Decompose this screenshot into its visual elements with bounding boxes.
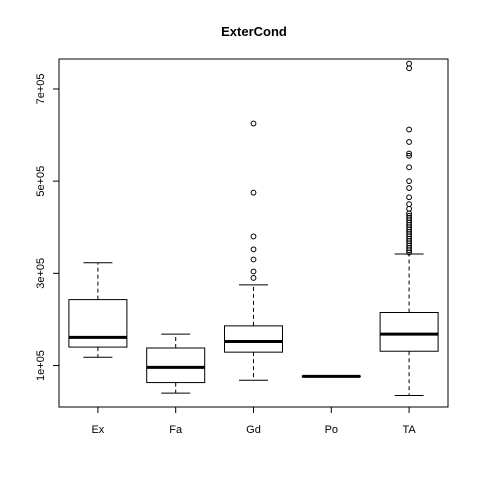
outlier-point bbox=[406, 139, 413, 145]
y-tick-label: 7e+05 bbox=[35, 74, 47, 105]
chart-title: ExterCond bbox=[221, 24, 287, 39]
outlier-point bbox=[250, 275, 257, 281]
outlier-point bbox=[250, 256, 257, 263]
outlier-point bbox=[406, 150, 413, 157]
box-iqr bbox=[68, 299, 128, 348]
x-tick-label: TA bbox=[402, 424, 416, 436]
y-tick-label: 1e+05 bbox=[35, 350, 47, 381]
y-tick-label: 3e+05 bbox=[35, 258, 47, 289]
outlier-point bbox=[406, 126, 413, 133]
x-tick-label: Fa bbox=[169, 424, 183, 436]
outlier-point bbox=[406, 194, 413, 201]
x-tick-label: Gd bbox=[246, 424, 261, 436]
x-axis: Ex Fa Gd Po TA bbox=[91, 407, 416, 436]
outlier-point bbox=[250, 246, 257, 253]
y-tick-label: 5e+05 bbox=[35, 166, 47, 197]
box-po bbox=[301, 374, 361, 378]
outlier-point bbox=[406, 185, 413, 191]
x-tick-label: Ex bbox=[91, 424, 104, 436]
box-iqr bbox=[379, 312, 439, 352]
outlier-point bbox=[406, 205, 413, 212]
box-gd bbox=[224, 120, 283, 381]
box-fa bbox=[146, 333, 206, 394]
outlier-point bbox=[406, 201, 413, 208]
x-tick-label: Po bbox=[325, 424, 338, 436]
outlier-point bbox=[250, 189, 257, 196]
y-axis: 1e+05 3e+05 5e+05 7e+05 bbox=[35, 74, 59, 381]
box-ex bbox=[68, 262, 128, 358]
box-ta bbox=[379, 60, 439, 397]
outlier-point bbox=[250, 268, 257, 275]
outlier-point bbox=[406, 152, 413, 159]
box-iqr bbox=[146, 347, 206, 384]
outlier-point bbox=[250, 233, 257, 240]
boxes bbox=[68, 60, 439, 397]
outlier-point bbox=[406, 164, 413, 171]
outlier-point bbox=[250, 120, 257, 127]
outlier-point bbox=[406, 65, 413, 72]
box-iqr bbox=[224, 325, 283, 353]
outlier-point bbox=[406, 212, 413, 219]
outlier-point bbox=[406, 60, 413, 67]
outlier-point bbox=[406, 178, 413, 185]
